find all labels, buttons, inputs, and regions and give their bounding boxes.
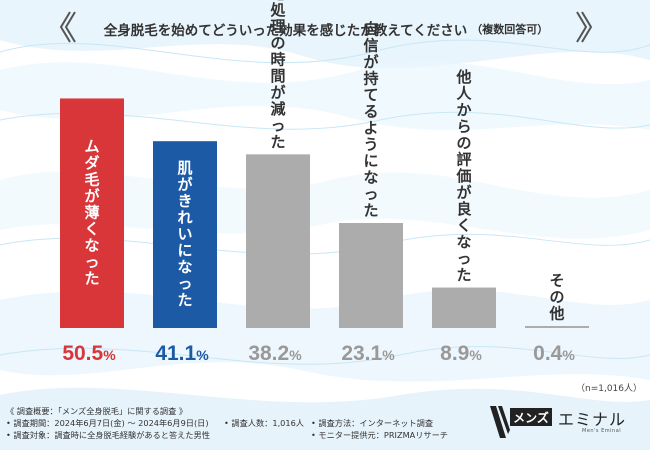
svg-text:減: 減 bbox=[270, 100, 285, 118]
svg-text:る: る bbox=[363, 103, 378, 121]
svg-text:う: う bbox=[363, 136, 378, 154]
sample-size-note: （n=1,016人） bbox=[576, 384, 643, 394]
svg-text:た: た bbox=[177, 291, 192, 309]
svg-text:処: 処 bbox=[269, 1, 286, 19]
svg-text:が: が bbox=[177, 176, 193, 194]
svg-text:な: な bbox=[456, 233, 471, 251]
svg-text:他: 他 bbox=[455, 68, 471, 86]
left-bracket-icon bbox=[59, 11, 76, 43]
value-label-4: 23.1% bbox=[341, 342, 395, 365]
svg-text:持: 持 bbox=[363, 70, 378, 88]
chart-title-sub: （複数回答可） bbox=[471, 23, 549, 36]
survey-count: • 調査人数：1,016人 bbox=[224, 418, 304, 428]
value-label-2: 41.1% bbox=[155, 342, 209, 365]
svg-text:間: 間 bbox=[270, 67, 285, 85]
svg-text:た: た bbox=[456, 266, 471, 284]
logo-tagline: Men's Eminal bbox=[582, 428, 622, 434]
svg-text:自: 自 bbox=[363, 20, 378, 38]
category-label-3: ムダ毛処理の時間が減った bbox=[269, 0, 286, 151]
svg-text:っ: っ bbox=[456, 250, 471, 268]
svg-text:の: の bbox=[456, 134, 471, 152]
chart-title: 全身脱毛を始めてどういった効果を感じたか教えてください （複数回答可） bbox=[86, 16, 566, 42]
svg-text:っ: っ bbox=[270, 116, 285, 134]
svg-text:な: な bbox=[84, 237, 99, 255]
value-label-3: 38.2% bbox=[248, 342, 302, 365]
svg-text:の: の bbox=[270, 34, 285, 52]
svg-text:ダ: ダ bbox=[84, 154, 99, 172]
svg-text:に: に bbox=[177, 242, 192, 260]
bar-3 bbox=[246, 154, 310, 328]
logo-stripes-icon bbox=[490, 406, 510, 438]
brand-logo: メンズ エミナル Men's Eminal bbox=[488, 404, 638, 440]
svg-text:っ: っ bbox=[363, 185, 378, 203]
svg-text:の: の bbox=[549, 288, 564, 306]
svg-text:理: 理 bbox=[270, 17, 285, 35]
svg-text:人: 人 bbox=[456, 85, 472, 103]
svg-text:て: て bbox=[363, 86, 378, 104]
bar-chart: ムダ毛が薄くなった50.5%肌がきれいになった41.1%ムダ毛処理の時間が減った… bbox=[60, 0, 589, 365]
svg-text:な: な bbox=[177, 258, 192, 276]
svg-text:毛: 毛 bbox=[270, 0, 285, 2]
svg-text:か: か bbox=[456, 101, 471, 119]
value-label-6: 0.4% bbox=[533, 342, 575, 365]
svg-text:た: た bbox=[84, 270, 99, 288]
svg-text:信: 信 bbox=[363, 37, 378, 55]
svg-text:時: 時 bbox=[270, 50, 285, 68]
right-bracket-icon bbox=[576, 11, 593, 43]
svg-text:れ: れ bbox=[177, 209, 192, 227]
svg-text:な: な bbox=[363, 169, 378, 187]
svg-text:良: 良 bbox=[456, 200, 471, 218]
value-label-1: 50.5% bbox=[62, 342, 116, 365]
svg-text:が: が bbox=[270, 83, 286, 101]
svg-text:よ: よ bbox=[363, 119, 378, 137]
svg-text:く: く bbox=[84, 220, 99, 238]
bar-4 bbox=[339, 223, 403, 328]
svg-text:毛: 毛 bbox=[84, 171, 99, 189]
svg-text:価: 価 bbox=[455, 167, 471, 185]
svg-text:評: 評 bbox=[456, 151, 471, 169]
svg-text:っ: っ bbox=[84, 253, 99, 271]
svg-text:っ: っ bbox=[177, 275, 192, 293]
svg-text:そ: そ bbox=[549, 272, 564, 290]
svg-text:た: た bbox=[270, 133, 285, 151]
category-label-6: その他 bbox=[548, 272, 564, 323]
survey-overview: 《 調査概要：「メンズ全身脱毛」に関する調査 》 • 調査期間：2024年6月7… bbox=[6, 405, 448, 441]
chart-title-main: 全身脱毛を始めてどういった効果を感じたか教えてください bbox=[103, 23, 468, 39]
svg-text:が: が bbox=[363, 53, 379, 71]
bar-5 bbox=[432, 287, 496, 328]
svg-text:が: が bbox=[84, 187, 100, 205]
survey-provider: • モニター提供元：PRIZMAリサーチ bbox=[311, 430, 448, 440]
svg-text:に: に bbox=[363, 152, 378, 170]
bar-6 bbox=[525, 326, 589, 328]
survey-heading: 《 調査概要：「メンズ全身脱毛」に関する調査 》 bbox=[6, 406, 188, 416]
svg-text:ム: ム bbox=[84, 138, 99, 156]
svg-text:ら: ら bbox=[456, 118, 471, 136]
svg-text:た: た bbox=[363, 202, 378, 220]
survey-target: • 調査対象：調査時に全身脱毛経験があると答えた男性 bbox=[6, 430, 210, 440]
bar-2 bbox=[153, 141, 217, 328]
svg-text:き: き bbox=[177, 192, 192, 210]
value-label-5: 8.9% bbox=[440, 342, 482, 365]
logo-box: メンズ bbox=[510, 408, 552, 426]
survey-method: • 調査方法：インターネット調査 bbox=[311, 418, 434, 428]
svg-text:薄: 薄 bbox=[84, 204, 99, 222]
survey-period: • 調査期間：2024年6月7日(金) ～ 2024年6月9日(日) bbox=[6, 418, 209, 428]
svg-text:く: く bbox=[456, 217, 471, 235]
svg-text:肌: 肌 bbox=[177, 159, 192, 177]
bar-1 bbox=[60, 98, 124, 328]
svg-text:が: が bbox=[456, 184, 472, 202]
logo-text: エミナル bbox=[558, 410, 627, 429]
svg-text:い: い bbox=[177, 225, 192, 243]
svg-text:他: 他 bbox=[548, 305, 564, 323]
